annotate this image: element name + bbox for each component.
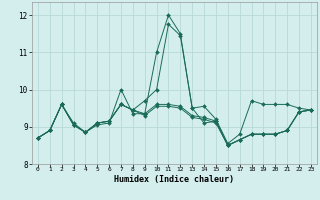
X-axis label: Humidex (Indice chaleur): Humidex (Indice chaleur) <box>115 175 234 184</box>
